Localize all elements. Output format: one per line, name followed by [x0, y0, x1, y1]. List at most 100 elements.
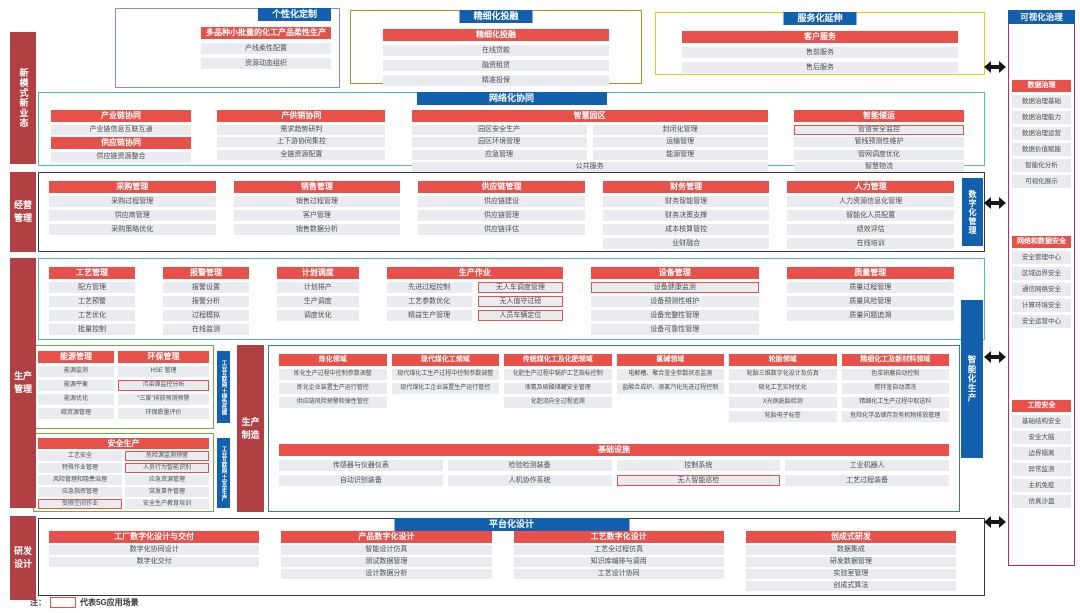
group: 工艺管理 配方管理 工艺预警 工艺优化 批量控制: [49, 267, 135, 335]
item: 批量控制: [49, 324, 135, 335]
group: 现代煤化工领域 现代煤化工生产过程中控制参数调整 现代煤化工企业装置生产运行管控: [391, 354, 499, 436]
item: 工艺设计协同: [513, 569, 724, 579]
group: 采购管理 采购过程管理 供应商管理 采购策略优化: [49, 181, 216, 245]
item: 公共服务: [411, 162, 768, 172]
item: 人机协作系统: [447, 475, 612, 486]
item-5g: 危险源监测预警: [125, 451, 209, 461]
group-title: 供应链管理: [418, 181, 585, 193]
group: 传统煤化工及化肥领域 化肥生产过程中锅炉工艺指标控制 液氨及硫酸储罐安全管理 化肥流向…: [504, 354, 612, 436]
item: 设备预测性维护: [591, 296, 759, 307]
item: 炼化企业装置生产运行管控: [279, 383, 387, 394]
item: 基础结构安全: [1012, 415, 1071, 428]
item-5g: 无人智能巡检: [616, 475, 781, 486]
group-title: 计划调度: [277, 267, 359, 279]
group-title: 客户服务: [682, 31, 958, 43]
item: 硫化工艺实时优化: [729, 383, 837, 394]
item: 仿真沙盘: [1012, 495, 1071, 508]
item-5g: 人员车辆定位: [477, 310, 564, 321]
item: 质量问题追溯: [786, 310, 954, 321]
item: 财务智能管理: [602, 196, 770, 207]
item: 应急指挥管理: [38, 487, 122, 497]
group: 智能储运 管道安全监控 管线预测性维护 管网调度优化 智慧物流: [793, 110, 964, 172]
double-arrow-icon: [984, 61, 1006, 73]
item: 工艺参数优化: [386, 296, 472, 307]
group-title: 销售管理: [233, 181, 401, 193]
item-5g: 无人车调度管理: [477, 282, 564, 293]
item: 安全生产教育培训: [125, 499, 209, 509]
group: 环保管理 HSE 管理 污染源监控分析 “三废”排放预测预警 环保质量评价: [118, 351, 209, 419]
item: 主机免疫: [1012, 479, 1071, 492]
group: 产业链协同 产业链信息互联互通 供应链协同 供应链资源整合: [51, 110, 191, 162]
item: 计算环境安全: [1012, 299, 1071, 312]
item: 售前服务: [682, 47, 958, 58]
group-title: 能源管理: [38, 351, 114, 363]
item: 供应链资源整合: [51, 151, 191, 162]
item: 轮胎三维数字化设计及仿真: [729, 369, 837, 380]
item: 能源监测: [38, 366, 114, 377]
item: 运输管理: [592, 137, 768, 147]
green-lowcarbon-bar: 工业互联网＋绿色低碳: [217, 351, 230, 423]
group-title: 氯碱领域: [616, 354, 724, 366]
group-title: 现代煤化工领域: [391, 354, 499, 366]
group-title: 智慧园区: [411, 110, 768, 122]
item: 应急管理: [411, 149, 587, 160]
item: 异常监测: [1012, 463, 1071, 476]
item: 液氨及硫酸储罐安全管理: [504, 383, 612, 394]
item: 实验室管理: [745, 569, 956, 579]
panel-group: 数据治理 数据治理基础 数据治理能力 数据治理运营 数据价值赋能 智能化分析 可视化展示: [1012, 80, 1071, 188]
group-title: 精细化工及新材料领域: [841, 354, 949, 366]
item: 配方管理: [49, 282, 135, 293]
item: X光病疵胎检测: [729, 397, 837, 408]
item: 风险管理和隐患治理: [38, 475, 122, 485]
group-title: 数据治理: [1012, 80, 1071, 92]
group-title: 基础设施: [279, 444, 949, 456]
item: 销售数据分析: [233, 224, 401, 235]
item: 工艺预警: [49, 296, 135, 307]
section-header: 可视化治理: [1008, 10, 1075, 24]
group-double: 生产作业 先进过程控制 工艺参数优化 精益生产管理 无人车调度管理 无人值守过磅 人员车辆定…: [386, 267, 564, 333]
item: 可视化展示: [1012, 175, 1071, 188]
group-title: 人力管理: [787, 181, 954, 193]
item: 设备完整性管理: [591, 310, 759, 321]
item: 创成式算法: [745, 581, 956, 591]
top-box: 个性化定制 多品种小批量的化工产品柔性生产 产线柔性配置 资源动态组织: [115, 8, 340, 88]
group-title: 智能储运: [793, 110, 964, 122]
item: 售后服务: [682, 62, 958, 73]
group: 工厂数字化设计与交付 数字化协同设计 数字化交付: [49, 531, 260, 589]
item: 能源优化: [38, 394, 114, 405]
group-title: 报警管理: [163, 267, 249, 279]
item: 智慧物流: [793, 162, 964, 172]
legend-note: 注：: [30, 598, 46, 607]
item: 工业机器人: [785, 460, 949, 471]
item: 传感器与仪器仪表: [279, 460, 443, 471]
item: 智能设计仿真: [281, 545, 492, 555]
item: 测试数据管理: [281, 557, 492, 567]
item-5g: 设备健康监测: [591, 282, 759, 293]
item: 上下游协同集控: [217, 137, 386, 147]
item: 质量过程管理: [786, 282, 954, 293]
item: 区域边界安全: [1012, 267, 1071, 280]
group: 人力管理 人力资源信息化管理 智能化人员配置 绩效评估 在线培训: [787, 181, 954, 249]
double-arrow-icon: [984, 516, 1006, 528]
section-header: 服务化延伸: [783, 12, 857, 25]
item: 供应链风险预警和弹性管控: [279, 397, 387, 408]
item: 智能化分析: [1012, 159, 1071, 172]
safety-production-bar: 工业互联网＋安全生产: [217, 438, 230, 508]
top-box: 服务化延伸客户服务售前服务售后服务: [655, 12, 985, 75]
item: HSE 管理: [118, 366, 209, 377]
item: 工艺安全: [38, 451, 122, 461]
section-header: 平台化设计: [394, 518, 629, 531]
item: 报警分析: [163, 296, 249, 307]
item: 环保质量评价: [118, 408, 209, 419]
group: 工艺数字化设计 工艺全过程仿真 知识库编排与调用 工艺设计协同: [513, 531, 724, 589]
item: 特殊作业管理: [38, 463, 122, 473]
group-title: 安全生产: [38, 438, 209, 449]
group-title: 轮胎领域: [729, 354, 837, 366]
group-title: 炼化领域: [279, 354, 387, 366]
item: 安全管理中心: [1012, 251, 1071, 264]
group: 创成式研发 数据集成 研发数据管理 实验室管理 创成式算法: [745, 531, 956, 591]
item: 报警设置: [163, 282, 249, 293]
item: 数据治理能力: [1012, 111, 1071, 124]
item: 管网调度优化: [793, 149, 964, 160]
